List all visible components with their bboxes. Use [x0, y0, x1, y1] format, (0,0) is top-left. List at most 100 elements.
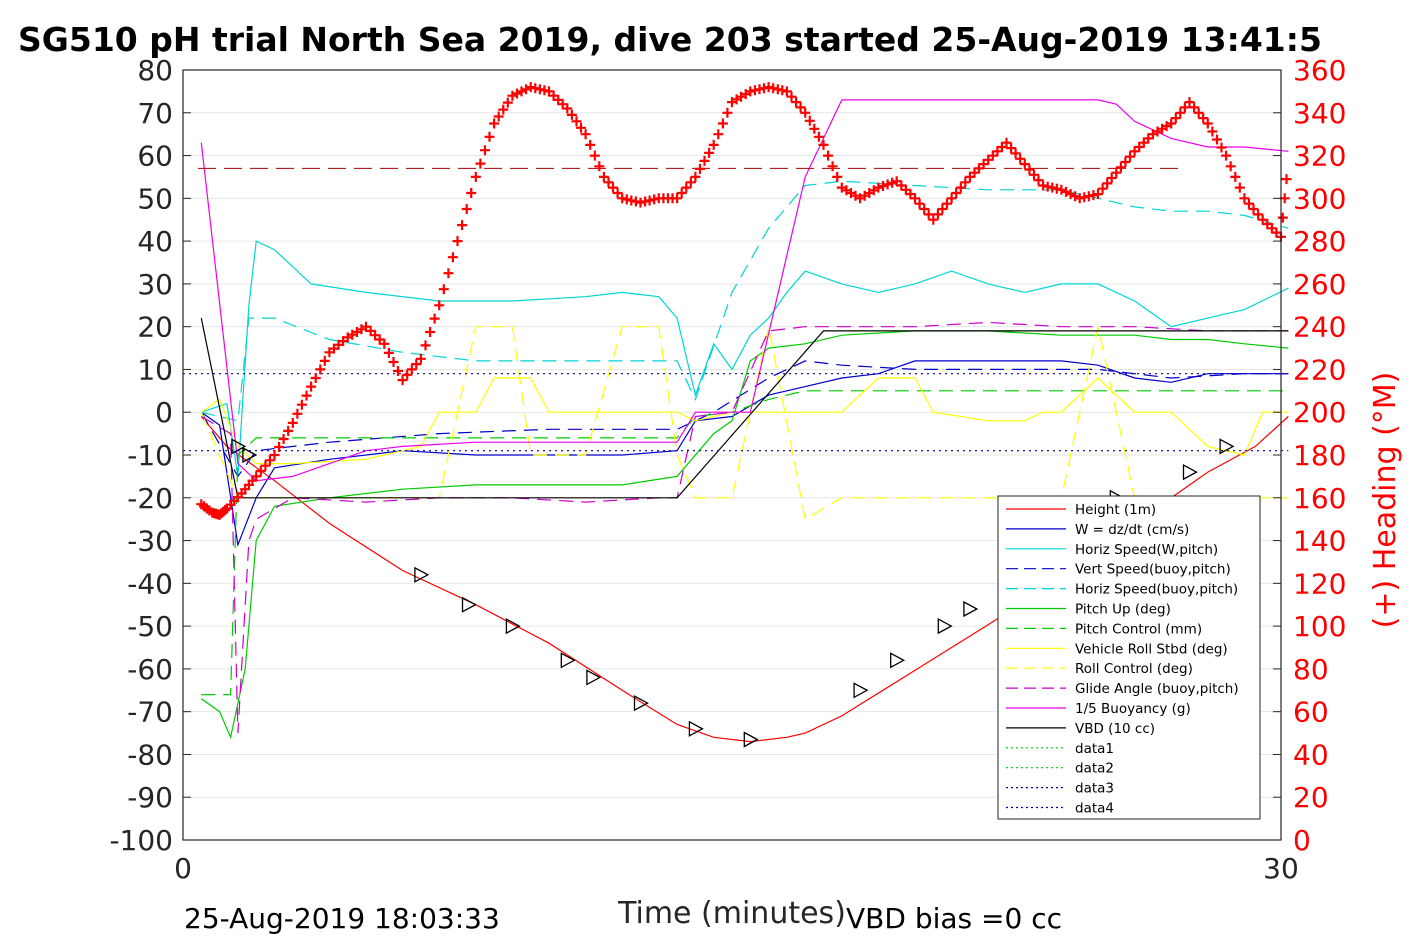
legend-label-vehicle-roll-stbd-deg: Vehicle Roll Stbd (deg): [1075, 641, 1228, 657]
legend-label-vbd-10-cc: VBD (10 cc): [1075, 721, 1155, 737]
x-tick-label: 30: [1263, 852, 1299, 885]
heading-point: [571, 116, 582, 127]
y-tick-label: 10: [137, 353, 173, 386]
y-tick-label: -20: [127, 482, 173, 515]
heading-point: [1239, 193, 1250, 204]
heading-point: [411, 359, 422, 370]
series-line-roll-control-deg: [200, 326, 1289, 521]
heading-point: [562, 103, 573, 114]
heading-point: [955, 182, 966, 193]
heading-point: [301, 390, 312, 401]
heading-point: [1179, 102, 1190, 113]
y-tick-label: 60: [137, 140, 173, 173]
heading-point: [443, 268, 454, 279]
legend-items: Height (1m) W = dz/dt (cm/s) Horiz Speed(W…: [1006, 502, 1239, 817]
heading-point: [521, 84, 532, 95]
depth-marker: [505, 618, 521, 635]
legend-label-glide-angle-buoy-pitch: Glide Angle (buoy,pitch): [1075, 681, 1239, 697]
heading-point: [566, 109, 577, 120]
depth-marker: [586, 669, 602, 686]
heading-point: [1198, 113, 1209, 124]
heading-point: [804, 115, 815, 126]
y2-tick-label: 240: [1293, 311, 1346, 344]
heading-point: [274, 442, 285, 452]
heading-point: [585, 139, 596, 150]
heading-point: [480, 145, 490, 156]
heading-point: [713, 129, 724, 140]
legend-label-1-5-buoyancy-g: 1/5 Buoyancy (g): [1075, 701, 1191, 717]
heading-point: [287, 417, 298, 428]
heading-point: [1212, 134, 1222, 145]
legend-label-w-dz-dt-cm-s: W = dz/dt (cm/s): [1075, 522, 1189, 538]
heading-point: [1120, 157, 1131, 167]
depth-marker: [1182, 464, 1198, 481]
heading-point: [315, 364, 326, 375]
heading-point: [923, 209, 934, 220]
heading-point: [887, 177, 898, 188]
heading-point: [1207, 126, 1218, 137]
heading-point: [690, 171, 701, 182]
series-line-vbd-10-cc: [200, 317, 1289, 499]
series-line-horiz-speed-w-pitch: [201, 240, 1289, 477]
heading-point: [310, 373, 321, 383]
heading-point: [466, 188, 477, 198]
series-line-horiz-speed-buoy-pitch: [201, 180, 1289, 422]
depth-marker: [963, 600, 979, 618]
heading-point: [447, 252, 458, 263]
heading-point: [502, 97, 513, 108]
heading-point: [429, 313, 440, 324]
y2-axis-label: (+) Heading (°M): [1368, 372, 1403, 629]
heading-point: [516, 86, 527, 97]
heading-point: [457, 220, 468, 231]
heading-point: [1070, 191, 1081, 202]
heading-point: [1253, 209, 1264, 220]
heading-point: [695, 163, 705, 174]
legend: Height (1m) W = dz/dt (cm/s) Horiz Speed(W…: [997, 495, 1261, 820]
heading-point: [1015, 153, 1026, 164]
heading-point: [1244, 198, 1254, 209]
x-axis: 0 30: [174, 832, 1299, 885]
heading-point: [919, 204, 930, 214]
heading-point: [434, 300, 445, 311]
heading-point: [580, 129, 591, 140]
footer-vbd-bias: VBD bias =0 cc: [846, 902, 1062, 935]
heading-point: [1225, 161, 1236, 172]
heading-point: [786, 91, 797, 102]
heading-point: [685, 177, 696, 188]
heading-point: [264, 455, 275, 466]
legend-label-data4: data4: [1075, 801, 1114, 817]
y2-tick-label: 280: [1293, 225, 1346, 258]
series-line-1-5-buoyancy-g: [200, 99, 1289, 482]
heading-point: [612, 188, 623, 198]
chart-title: SG510 pH trial North Sea 2019, dive 203 …: [18, 20, 1322, 59]
y2-tick-label: 100: [1293, 610, 1346, 643]
series-line-vert-speed-buoy-pitch: [200, 360, 1289, 478]
heading-point: [425, 327, 436, 337]
heading-point: [1033, 175, 1044, 186]
heading-point: [406, 364, 417, 375]
depth-marker: [853, 682, 869, 699]
y2-tick-label: 0: [1293, 824, 1311, 857]
heading-point: [498, 104, 509, 115]
heading-point: [1125, 151, 1135, 162]
heading-point: [1019, 159, 1030, 170]
heading-point: [910, 193, 920, 204]
heading-point: [699, 155, 710, 166]
heading-point: [1216, 142, 1227, 153]
y-tick-label: 80: [137, 54, 173, 87]
depth-marker: [461, 596, 477, 613]
legend-label-pitch-control-mm: Pitch Control (mm): [1075, 621, 1202, 637]
heading-point: [475, 158, 486, 169]
y2-tick-label: 140: [1293, 525, 1346, 558]
heading-point: [704, 147, 715, 158]
heading-point: [576, 122, 586, 133]
heading-point: [1106, 173, 1117, 183]
legend-label-height-1m: Height (1m): [1075, 502, 1156, 518]
heading-point: [681, 182, 692, 193]
depth-marker: [688, 720, 704, 737]
y2-tick-label: 20: [1293, 781, 1329, 814]
heading-point: [220, 505, 231, 516]
heading-point: [937, 204, 948, 214]
y-tick-label: 40: [137, 225, 173, 258]
